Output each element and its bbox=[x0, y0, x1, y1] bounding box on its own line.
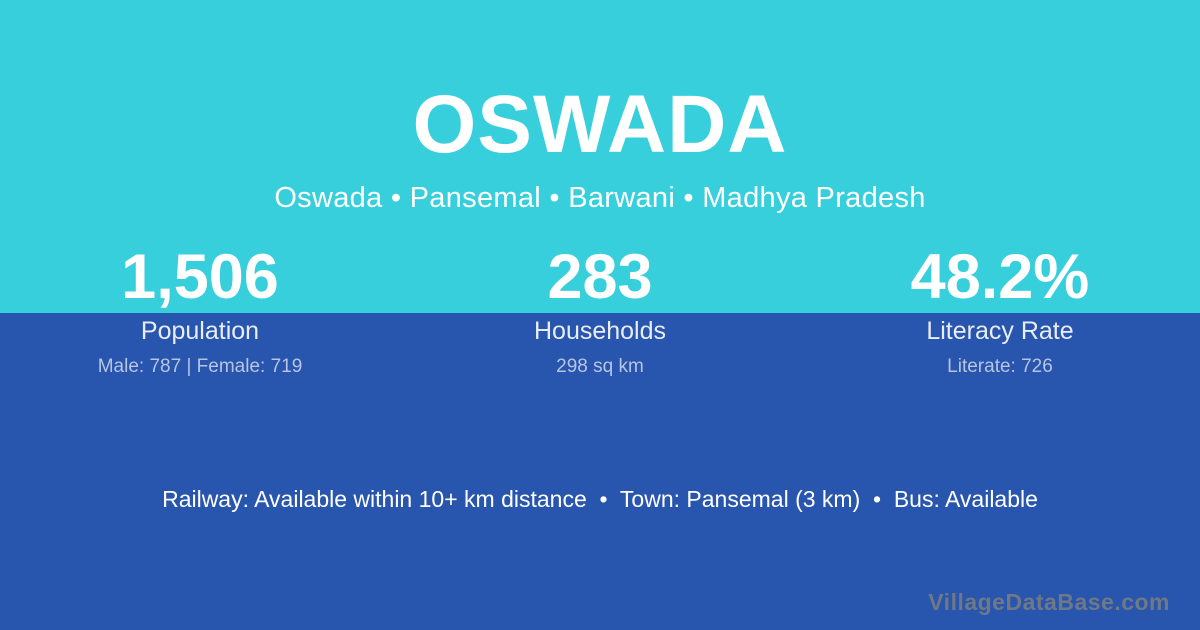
location-breadcrumb: Oswada • Pansemal • Barwani • Madhya Pra… bbox=[274, 182, 926, 214]
stat-population: 1,506 Population Male: 787 | Female: 719 bbox=[0, 242, 400, 377]
population-value: 1,506 bbox=[121, 242, 279, 312]
population-label: Population bbox=[140, 317, 260, 345]
stat-households: 283 Households 298 sq km bbox=[400, 242, 800, 377]
area-detail: 298 sq km bbox=[556, 356, 644, 377]
village-name-title: OSWADA bbox=[412, 79, 788, 170]
amenities-line: Railway: Available within 10+ km distanc… bbox=[162, 486, 1038, 512]
households-value: 283 bbox=[547, 242, 653, 312]
literate-count-detail: Literate: 726 bbox=[947, 356, 1053, 377]
stats-row: 1,506 Population Male: 787 | Female: 719… bbox=[0, 242, 1200, 377]
top-section-background bbox=[0, 0, 1200, 313]
stat-literacy-rate: 48.2% Literacy Rate Literate: 726 bbox=[800, 242, 1200, 377]
literacy-rate-label: Literacy Rate bbox=[926, 317, 1074, 345]
households-label: Households bbox=[533, 317, 667, 345]
population-gender-detail: Male: 787 | Female: 719 bbox=[97, 356, 303, 377]
watermark-brand: VillageDataBase.com bbox=[928, 589, 1170, 615]
literacy-rate-value: 48.2% bbox=[910, 242, 1090, 312]
